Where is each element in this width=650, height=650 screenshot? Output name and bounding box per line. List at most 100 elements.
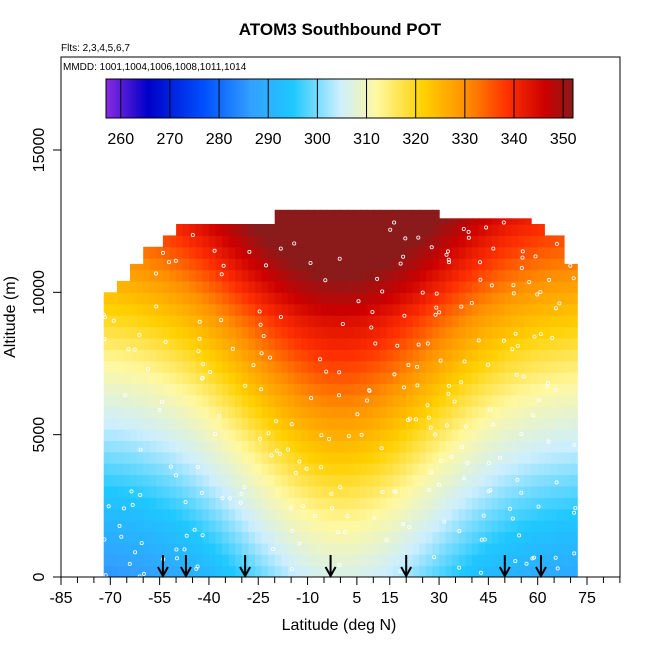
field-cell [485, 417, 493, 430]
field-cell [524, 292, 532, 305]
field-cell [228, 497, 236, 510]
field-cell [202, 554, 210, 567]
field-cell [373, 235, 381, 248]
field-cell [182, 440, 190, 453]
field-cell [439, 429, 447, 441]
field-cell [373, 485, 381, 498]
field-cell [478, 531, 486, 544]
field-cell [261, 531, 269, 544]
field-cell [287, 258, 295, 271]
field-cell [162, 235, 171, 248]
field-cell [241, 360, 249, 373]
field-cell [347, 326, 355, 339]
field-cell [116, 326, 125, 339]
field-cell [136, 372, 144, 384]
field-cell [235, 349, 243, 362]
field-cell [208, 326, 217, 339]
dates-subtitle: MMDD: 1001,1004,1006,1008,1011,1014 [63, 62, 247, 73]
field-cell [366, 520, 374, 533]
field-cell [169, 508, 177, 521]
field-cell [439, 349, 447, 362]
field-cell [373, 440, 381, 453]
obs-point [491, 422, 496, 427]
field-cell [241, 292, 249, 305]
field-cell [386, 224, 394, 236]
field-cell [182, 246, 190, 259]
field-cell [228, 542, 236, 555]
obs-point [337, 370, 342, 375]
field-cell [327, 224, 335, 236]
field-cell [471, 303, 480, 316]
field-cell [471, 554, 480, 567]
field-cell [208, 383, 217, 396]
field-cell [156, 485, 164, 498]
obs-point [572, 551, 577, 556]
field-cell [465, 451, 473, 464]
obs-point [535, 292, 540, 297]
field-cell [110, 485, 118, 498]
field-cell [261, 246, 269, 259]
obs-point [127, 561, 132, 566]
field-cell [498, 360, 506, 373]
field-cell [564, 463, 572, 476]
field-cell [301, 303, 309, 316]
obs-point [117, 523, 122, 528]
field-cell [537, 235, 545, 248]
field-cell [340, 417, 348, 430]
field-cell [478, 280, 486, 293]
field-cell [412, 292, 420, 305]
field-cell [439, 508, 447, 521]
field-cell [222, 394, 230, 407]
field-cell [261, 349, 269, 362]
obs-point [515, 477, 520, 482]
field-cell [268, 315, 276, 328]
field-cell [228, 508, 236, 521]
field-cell [399, 315, 407, 328]
theta-field [103, 209, 578, 577]
field-cell [241, 497, 249, 510]
field-cell [340, 337, 348, 350]
field-cell [458, 508, 466, 521]
field-cell [544, 337, 552, 350]
field-cell [366, 258, 374, 271]
field-cell [307, 554, 315, 567]
field-cell [268, 394, 276, 407]
field-cell [564, 280, 572, 293]
field-cell [557, 451, 565, 464]
field-cell [452, 565, 460, 577]
field-cell [287, 224, 295, 236]
field-cell [162, 383, 171, 396]
field-cell [432, 474, 440, 487]
field-cell [327, 440, 335, 453]
field-cell [156, 406, 164, 419]
field-cell [347, 508, 355, 521]
field-cell [379, 269, 388, 282]
field-cell [524, 337, 532, 350]
field-cell [518, 235, 526, 248]
field-cell [373, 326, 381, 339]
colorbar-tick-label: 260 [107, 131, 134, 148]
field-cell [570, 337, 578, 350]
field-cell [347, 209, 355, 214]
field-cell [189, 542, 197, 555]
field-cell [373, 394, 381, 407]
field-cell [465, 406, 473, 419]
field-cell [248, 463, 256, 476]
field-cell [123, 497, 131, 510]
field-cell [314, 337, 322, 350]
field-cell [182, 315, 190, 328]
obs-point [212, 248, 217, 253]
field-cell [557, 565, 565, 577]
obs-point [337, 256, 342, 261]
field-cell [439, 440, 447, 453]
field-cell [465, 417, 473, 430]
field-cell [261, 372, 269, 384]
field-cell [215, 292, 223, 305]
field-cell [301, 406, 309, 419]
field-cell [393, 440, 401, 453]
obs-point [251, 363, 256, 368]
field-cell [347, 565, 355, 577]
field-cell [248, 531, 256, 544]
obs-point [293, 470, 298, 475]
field-cell [406, 292, 414, 305]
